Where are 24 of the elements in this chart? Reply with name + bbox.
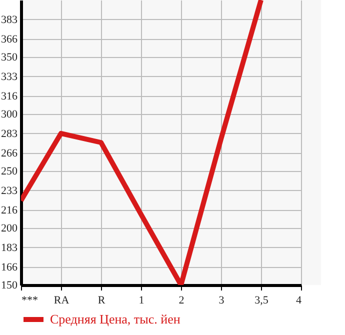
x-tick-label: R [98,294,106,306]
y-tick-label: 316 [1,90,18,102]
x-tick-label: 3 [218,294,225,306]
x-tick-label: 1 [138,294,144,306]
y-tick-label: 150 [1,280,18,292]
x-tick-label: RA [54,294,70,306]
y-tick-label: 300 [1,108,18,120]
y-tick-label: 233 [1,184,18,197]
y-tick-label: 350 [1,52,18,64]
y-tick-label: 200 [1,222,18,234]
y-tick-label: 183 [1,242,18,254]
y-tick-label: 216 [1,204,18,216]
y-tick-label: 250 [1,166,18,178]
legend-label: Средняя Цена, тыс. йен [50,312,180,326]
x-tick-label: 4 [296,294,302,306]
y-tick-label: 283 [1,128,18,140]
x-tick-label: 2 [178,294,184,306]
x-tick-label: 3,5 [254,294,269,306]
y-tick-label: 333 [1,70,18,83]
y-tick-label: 383 [1,14,18,26]
x-tick-label: *** [22,294,38,306]
y-tick-label: 266 [1,147,18,160]
y-tick-label: 166 [1,261,18,274]
y-tick-label: 366 [1,33,18,46]
